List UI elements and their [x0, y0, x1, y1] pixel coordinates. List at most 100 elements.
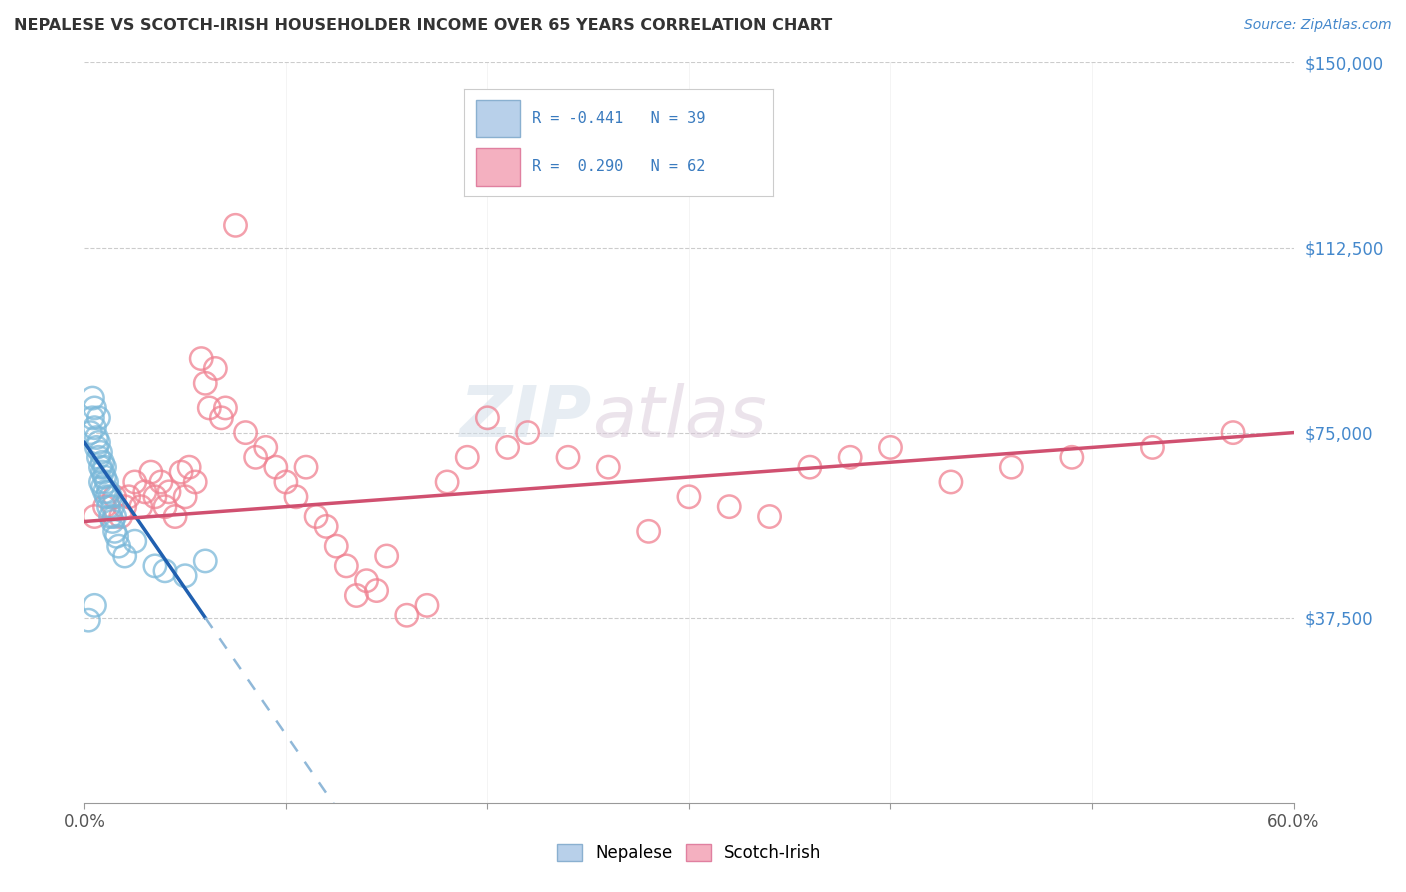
Point	[496, 441, 519, 455]
Point	[190, 351, 212, 366]
Point	[170, 465, 193, 479]
Point	[375, 549, 398, 563]
Point	[416, 599, 439, 613]
Point	[91, 465, 114, 479]
Point	[839, 450, 862, 465]
Point	[165, 509, 187, 524]
Point	[100, 490, 122, 504]
Point	[174, 490, 197, 504]
Point	[93, 484, 115, 499]
Point	[134, 484, 156, 499]
Point	[315, 519, 337, 533]
Point	[83, 509, 105, 524]
Point	[83, 599, 105, 613]
Point	[86, 431, 108, 445]
Text: NEPALESE VS SCOTCH-IRISH HOUSEHOLDER INCOME OVER 65 YEARS CORRELATION CHART: NEPALESE VS SCOTCH-IRISH HOUSEHOLDER INC…	[14, 18, 832, 33]
Point	[143, 558, 166, 573]
Point	[557, 450, 579, 465]
Point	[118, 490, 141, 504]
Point	[77, 613, 100, 627]
Point	[198, 401, 221, 415]
Point	[1000, 460, 1022, 475]
Legend: Nepalese, Scotch-Irish: Nepalese, Scotch-Irish	[550, 837, 828, 869]
Point	[87, 410, 110, 425]
Point	[939, 475, 962, 489]
Point	[153, 500, 176, 514]
Point	[179, 460, 201, 475]
Point	[91, 455, 114, 469]
Point	[285, 490, 308, 504]
Point	[104, 509, 127, 524]
Point	[194, 554, 217, 568]
Point	[174, 568, 197, 582]
Point	[97, 484, 120, 499]
Point	[153, 564, 176, 578]
Point	[366, 583, 388, 598]
Point	[204, 361, 226, 376]
Point	[89, 475, 111, 489]
Point	[225, 219, 247, 233]
Point	[516, 425, 538, 440]
Point	[477, 410, 499, 425]
Point	[1222, 425, 1244, 440]
Point	[91, 480, 114, 494]
Point	[110, 509, 132, 524]
Point	[101, 515, 124, 529]
Bar	[477, 148, 520, 186]
Point	[93, 470, 115, 484]
Point	[93, 500, 115, 514]
Point	[456, 450, 478, 465]
Point	[114, 500, 136, 514]
Point	[356, 574, 378, 588]
Point	[83, 420, 105, 434]
Point	[124, 534, 146, 549]
Point	[305, 509, 328, 524]
Point	[184, 475, 207, 489]
Point	[254, 441, 277, 455]
Point	[93, 460, 115, 475]
Point	[678, 490, 700, 504]
Point	[143, 490, 166, 504]
Point	[325, 539, 347, 553]
Point	[107, 539, 129, 553]
Point	[82, 391, 104, 405]
Point	[104, 490, 127, 504]
Point	[104, 524, 127, 539]
Point	[209, 410, 232, 425]
Bar	[477, 100, 520, 137]
Point	[96, 475, 118, 489]
Point	[1142, 441, 1164, 455]
Point	[598, 460, 620, 475]
Text: R = -0.441   N = 39: R = -0.441 N = 39	[531, 111, 706, 126]
Point	[79, 425, 101, 440]
Text: Source: ZipAtlas.com: Source: ZipAtlas.com	[1244, 18, 1392, 32]
Point	[758, 509, 780, 524]
Point	[124, 475, 146, 489]
Point	[100, 509, 122, 524]
Text: ZIP: ZIP	[460, 384, 592, 452]
Point	[245, 450, 267, 465]
Point	[87, 435, 110, 450]
Point	[395, 608, 418, 623]
Point	[82, 410, 104, 425]
Point	[214, 401, 236, 415]
Point	[129, 500, 152, 514]
Point	[799, 460, 821, 475]
Point	[879, 441, 901, 455]
Text: R =  0.290   N = 62: R = 0.290 N = 62	[531, 159, 706, 174]
Point	[1060, 450, 1083, 465]
Point	[83, 401, 105, 415]
Point	[101, 500, 124, 514]
Point	[295, 460, 318, 475]
Point	[139, 465, 162, 479]
Point	[97, 500, 120, 514]
Text: atlas: atlas	[592, 384, 766, 452]
Point	[89, 460, 111, 475]
Point	[274, 475, 297, 489]
Point	[718, 500, 741, 514]
Point	[87, 450, 110, 465]
Point	[114, 549, 136, 563]
Point	[346, 589, 368, 603]
Point	[235, 425, 257, 440]
Point	[157, 484, 180, 499]
